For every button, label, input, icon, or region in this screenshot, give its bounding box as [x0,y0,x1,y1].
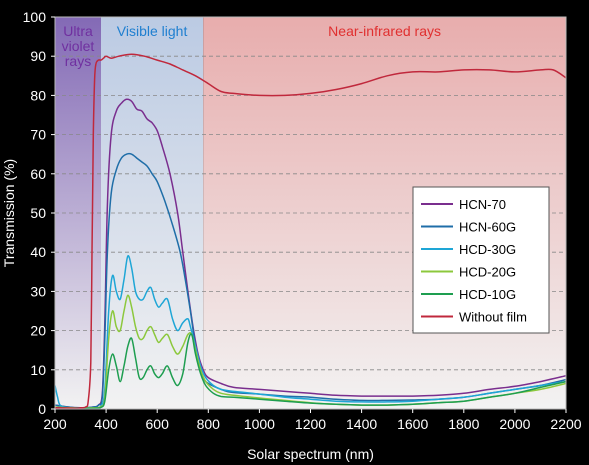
x-tick-label-1000: 1000 [244,416,275,432]
legend: HCN-70 HCN-60G HCD-30G HCD-20G HCD-10G Withou… [412,186,550,334]
axis-labels: Solar spectrum (nm) Transmission (%) [1,159,374,462]
grid-lines [55,55,566,371]
y-tick-label-80: 80 [30,87,46,103]
region-label-visible-light: Visible light [117,23,188,39]
x-tick-label-200: 200 [43,416,67,432]
legend-box [412,186,550,334]
legend-label-hcd-20g: HCD-20G [459,265,516,280]
legend-label-hcd-10g: HCD-10G [459,287,516,302]
series-line-hcd-10g [55,333,566,409]
y-tick-label-30: 30 [30,283,46,299]
x-tick-label-1800: 1800 [448,416,479,432]
region-visible-light [100,17,204,409]
y-tick-label-90: 90 [30,48,46,64]
y-tick-label-0: 0 [38,401,46,417]
legend-label-hcn-60g: HCN-60G [459,220,516,235]
region-label-near-infrared-rays: Near-infrared rays [328,23,441,39]
legend-label-hcn-70: HCN-70 [459,197,506,212]
legend-label-without-film: Without film [459,310,527,325]
series-line-hcn-70 [55,98,566,409]
y-tick-label-60: 60 [30,166,46,182]
series-line-hcd-30g [55,255,566,409]
legend-label-hcd-30g: HCD-30G [459,242,516,257]
y-tick-label-100: 100 [23,9,47,25]
x-axis-title: Solar spectrum (nm) [247,446,374,462]
series-line-hcn-60g [55,152,566,409]
x-tick-label-2200: 2200 [550,416,581,432]
x-tick-label-800: 800 [197,416,221,432]
region-label-ultra-violet-rays: Ultra violet rays [62,23,95,69]
x-tick-label-1600: 1600 [397,416,428,432]
axes: 200 400 600 800 1000 1200 1400 1600 1800 2000 2200… [23,9,582,432]
y-tick-label-40: 40 [30,244,46,260]
series-lines [55,53,566,409]
x-tick-label-1400: 1400 [346,416,377,432]
x-tick-label-400: 400 [94,416,118,432]
x-tick-label-600: 600 [146,416,170,432]
y-axis-title: Transmission (%) [1,159,17,267]
y-tick-label-50: 50 [30,205,46,221]
y-tick-label-20: 20 [30,323,46,339]
y-tick-label-10: 10 [30,362,46,378]
x-tick-label-2000: 2000 [499,416,530,432]
x-tick-label-1200: 1200 [295,416,326,432]
y-tick-label-70: 70 [30,127,46,143]
series-line-without-film [55,53,566,409]
